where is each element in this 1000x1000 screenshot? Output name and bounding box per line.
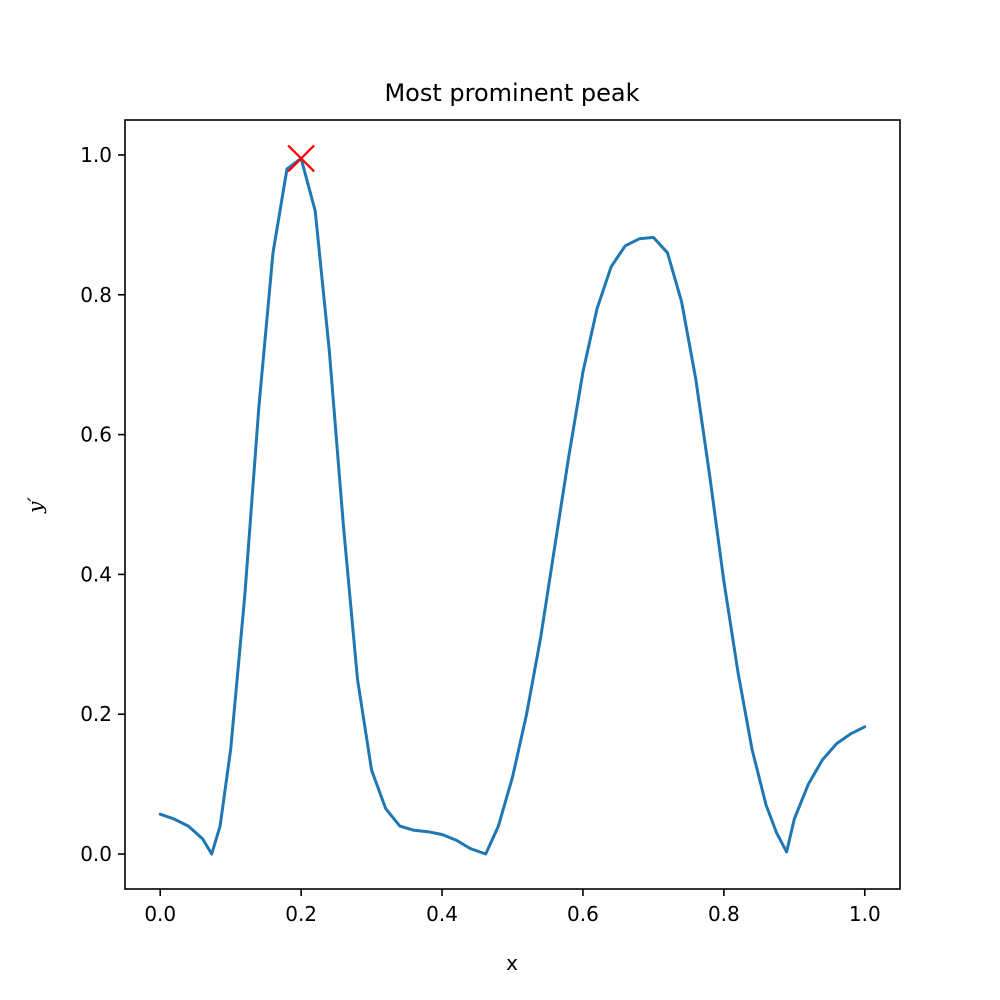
y-tick-label: 0.4 [80,562,112,586]
y-tick-label: 0.8 [80,283,112,307]
y-tick-label: 0.6 [80,423,112,447]
x-tick-label: 0.0 [144,902,176,926]
y-tick-label: 0.0 [80,842,112,866]
y-tick-label: 0.2 [80,702,112,726]
peak-marker-stroke-b [287,144,315,173]
peak-marker [287,144,315,173]
plot-area [158,144,867,856]
y-axis-ticks: 0.0 0.2 0.4 0.6 0.8 1.0 [80,143,125,866]
y-tick-label: 1.0 [80,143,112,167]
x-axis-ticks: 0.0 0.2 0.4 0.6 0.8 1.0 [144,889,881,926]
x-tick-label: 1.0 [849,902,881,926]
axes-frame [124,119,901,890]
series-line-0 [158,157,867,856]
x-tick-label: 0.4 [426,902,458,926]
chart-title: Most prominent peak [384,79,639,107]
x-tick-label: 0.6 [567,902,599,926]
y-axis-label: y′ [23,497,47,514]
x-tick-label: 0.2 [285,902,317,926]
x-tick-label: 0.8 [708,902,740,926]
x-axis-label: x [506,951,518,975]
